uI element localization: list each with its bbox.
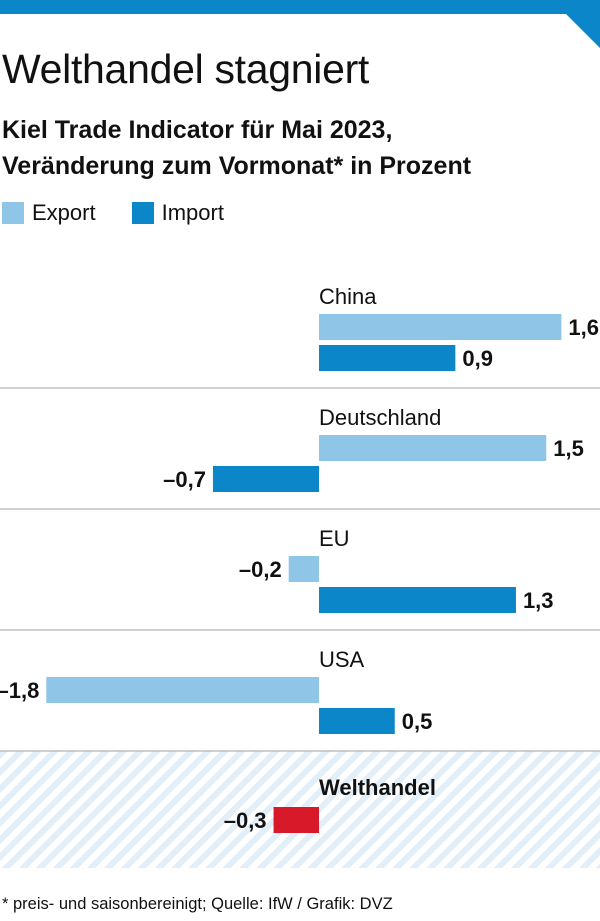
value-label-export-china: 1,6 — [568, 315, 599, 340]
bar-import-china — [319, 345, 456, 371]
legend-item-import: Import — [131, 200, 224, 226]
category-label-eu: EU — [319, 526, 350, 551]
category-label-usa: USA — [319, 647, 365, 672]
legend: Export Import — [2, 200, 260, 226]
category-label-welthandel: Welthandel — [319, 775, 436, 800]
value-label-import-china: 0,9 — [462, 346, 493, 371]
top-accent-band — [0, 0, 600, 14]
bar-export-eu — [288, 556, 319, 582]
corner-accent-triangle — [552, 0, 600, 48]
value-label-import-eu: 1,3 — [523, 588, 554, 613]
legend-swatch-export — [2, 202, 24, 224]
bar-import-deutschland — [212, 466, 319, 492]
value-label-export-deutschland: 1,5 — [553, 436, 584, 461]
subtitle-line-1: Kiel Trade Indicator für Mai 2023, — [2, 116, 393, 144]
value-label-import-usa: 0,5 — [402, 709, 433, 734]
bar-import-eu — [319, 587, 516, 613]
value-label-import-deutschland: –0,7 — [163, 467, 206, 492]
chart-subtitle: Kiel Trade Indicator für Mai 2023, Verän… — [2, 112, 592, 184]
legend-swatch-import — [131, 202, 154, 224]
value-label-export-eu: –0,2 — [239, 557, 282, 582]
legend-label-import: Import — [161, 200, 224, 225]
bar-chart: China 1,6 0,9 Deutschland 1,5 –0,7 EU –0,2 1,3 US… — [0, 284, 600, 833]
bar-export-deutschland — [319, 435, 547, 461]
chart-title: Welthandel stagniert — [2, 46, 370, 92]
legend-label-export: Export — [32, 200, 96, 225]
category-label-deutschland: Deutschland — [319, 405, 441, 430]
subtitle-line-2: Veränderung zum Vormonat* in Prozent — [2, 152, 472, 180]
bar-export-usa — [46, 677, 320, 703]
legend-item-export: Export — [2, 200, 96, 226]
value-label-welthandel: –0,3 — [224, 808, 267, 833]
bar-import-usa — [319, 708, 395, 734]
value-label-export-usa: –1,8 — [0, 678, 39, 703]
footnote: * preis- und saisonbereinigt; Quelle: If… — [2, 895, 393, 913]
bar-welthandel — [273, 807, 319, 833]
category-label-china: China — [319, 284, 377, 309]
bar-export-china — [319, 314, 562, 340]
